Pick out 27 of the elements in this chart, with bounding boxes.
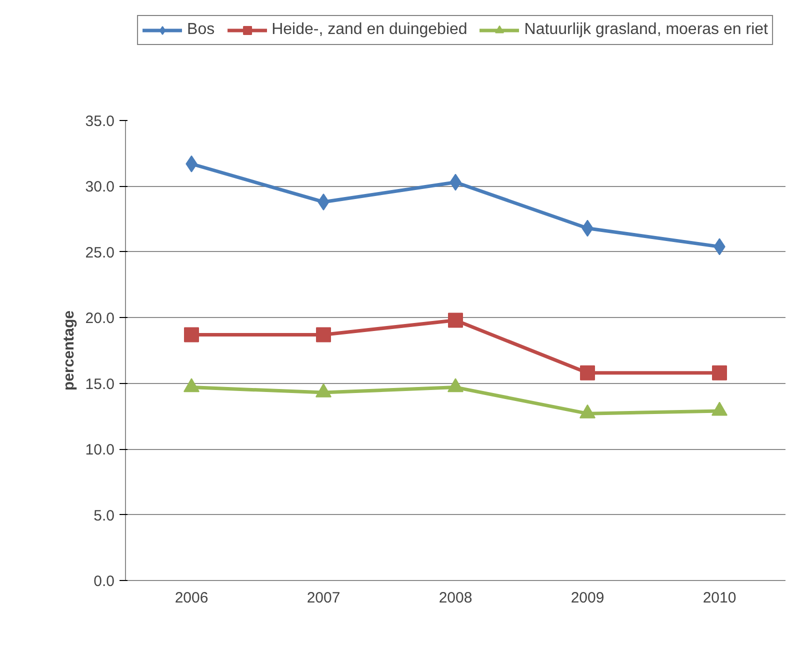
point [184,327,199,342]
x-tick-label: 2006 [174,590,208,606]
x-tick-label: 2007 [306,590,340,606]
point [712,402,728,416]
x-tick-label: 2010 [702,590,736,606]
y-tick-label: 30.0 [85,178,115,196]
y-tick-label: 15.0 [85,376,115,393]
x-tick-label: 2009 [570,590,604,606]
y-tick-label: 35.0 [85,113,115,130]
point [580,404,596,418]
point [448,378,464,392]
x-tick-label: 2008 [438,590,472,606]
point [580,365,595,380]
point [712,365,727,380]
legend-label: Bos [187,21,215,39]
point [316,327,331,342]
y-tick-label: 0.0 [94,573,115,590]
y-tick-label: 5.0 [94,507,115,524]
point [448,312,463,328]
point [184,378,200,392]
y-tick-label: 20.0 [85,310,115,328]
y-tick-label: 25.0 [85,244,115,262]
legend-label: Natuurlijk grasland, moeras en riet [524,21,768,39]
y-tick-label: 10.0 [85,442,115,459]
y-axis-title: percentage [60,310,78,391]
legend-label: Heide-, zand en duingebied [272,21,468,39]
point [316,383,332,398]
